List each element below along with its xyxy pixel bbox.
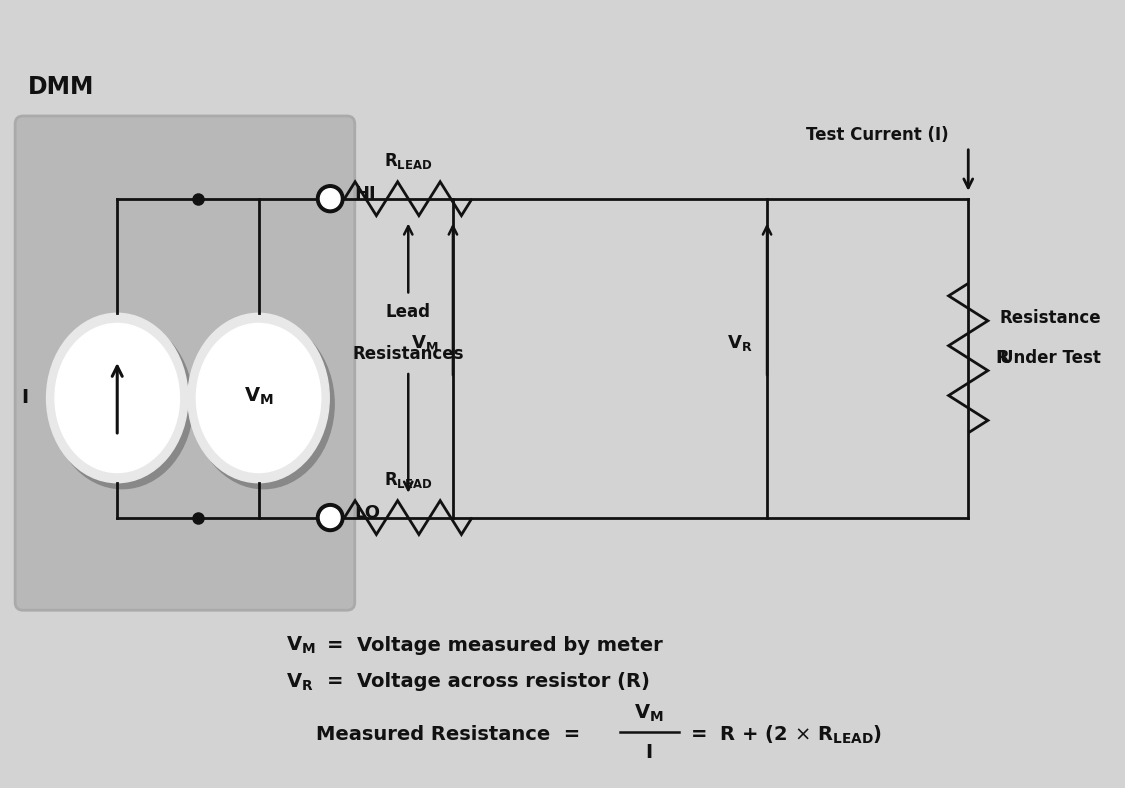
Text: Test Current (I): Test Current (I) [806,126,948,144]
Text: R: R [996,349,1009,367]
Text: =  Voltage across resistor (R): = Voltage across resistor (R) [327,672,650,692]
Text: V$_\mathregular{M}$: V$_\mathregular{M}$ [634,702,664,723]
Text: =  Voltage measured by meter: = Voltage measured by meter [327,636,663,655]
Ellipse shape [197,323,321,473]
Text: LO: LO [354,504,380,522]
Circle shape [321,189,340,209]
Text: Resistances: Resistances [352,345,464,363]
Text: Measured Resistance  =: Measured Resistance = [315,725,586,745]
Text: V$_\mathregular{M}$: V$_\mathregular{M}$ [244,385,273,407]
Ellipse shape [55,323,179,473]
Circle shape [316,504,344,532]
Text: DMM: DMM [28,75,94,99]
Text: Lead: Lead [386,303,431,322]
Ellipse shape [188,314,330,483]
Text: R$_\mathregular{LEAD}$: R$_\mathregular{LEAD}$ [384,151,432,171]
Text: =  R + (2 $\times$ R$_\mathregular{LEAD}$): = R + (2 $\times$ R$_\mathregular{LEAD}$… [691,723,883,746]
Text: R$_\mathregular{LEAD}$: R$_\mathregular{LEAD}$ [384,470,432,489]
Ellipse shape [192,319,334,489]
Text: I: I [21,388,29,407]
Text: Under Test: Under Test [1000,349,1100,367]
Circle shape [316,184,344,213]
Text: Resistance: Resistance [1000,309,1101,327]
Text: HI: HI [354,184,377,203]
Text: V$_\mathregular{R}$: V$_\mathregular{R}$ [727,333,753,353]
Ellipse shape [52,319,192,489]
Text: V$_\mathregular{M}$: V$_\mathregular{M}$ [286,634,316,656]
Ellipse shape [46,314,188,483]
Circle shape [321,507,340,527]
Text: V$_\mathregular{R}$: V$_\mathregular{R}$ [286,671,314,693]
Text: I: I [646,743,652,762]
FancyBboxPatch shape [15,116,354,610]
Text: V$_\mathregular{M}$: V$_\mathregular{M}$ [411,333,439,353]
